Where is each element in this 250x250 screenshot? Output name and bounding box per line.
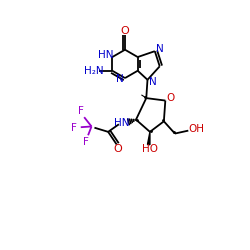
Text: F: F [78,106,84,116]
Text: O: O [120,26,130,36]
Text: F: F [72,123,77,133]
Text: O: O [166,92,175,102]
Text: N: N [149,77,157,87]
Text: N: N [156,44,164,54]
Text: HO: HO [142,144,158,154]
Text: OH: OH [188,124,204,134]
Text: F: F [83,136,89,146]
Text: O: O [114,144,122,154]
Text: HN: HN [98,50,113,59]
Text: N: N [116,74,124,84]
Text: H₂N: H₂N [84,66,104,76]
Polygon shape [148,132,150,145]
Text: HN: HN [114,118,130,128]
